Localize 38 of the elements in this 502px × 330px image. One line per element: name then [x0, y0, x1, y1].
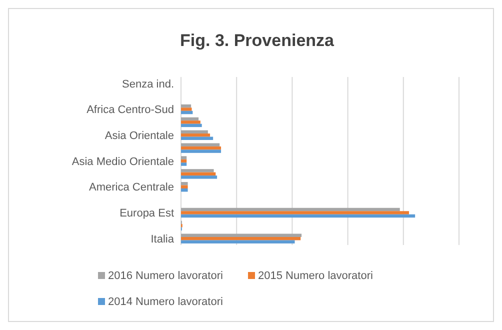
bar: [181, 124, 202, 128]
bar: [181, 185, 188, 188]
y-tick-label: Asia Orientale: [104, 130, 174, 142]
bar: [181, 169, 214, 172]
bar: [181, 130, 208, 134]
bar: [181, 236, 301, 240]
bar: [181, 143, 220, 146]
chart-title: Fig. 3. Provenienza: [180, 31, 335, 50]
bar: [181, 146, 222, 150]
y-tick-label: Senza ind.: [122, 78, 174, 90]
bar: [181, 134, 210, 137]
y-tick-label: America Centrale: [89, 182, 174, 194]
y-tick-label: Europa Est: [120, 208, 174, 220]
bar: [181, 104, 192, 108]
bar: [181, 240, 295, 244]
bar: [181, 150, 222, 153]
y-tick-label: Italia: [150, 233, 175, 246]
bar: [181, 214, 416, 218]
bar: [181, 136, 214, 140]
bar: [181, 188, 188, 192]
bar: [181, 234, 302, 237]
bar: [181, 108, 192, 111]
bar: [181, 120, 200, 124]
bar: [181, 162, 187, 166]
bar: [181, 117, 199, 121]
bar: [181, 172, 216, 176]
bar: [181, 182, 188, 186]
bar: [181, 159, 187, 163]
bar: [181, 211, 409, 214]
bar: [181, 208, 400, 212]
legend-label: 2015 Numero lavoratori: [258, 270, 373, 282]
legend-label: 2016 Numero lavoratori: [108, 270, 223, 282]
bar: [181, 156, 187, 160]
y-tick-label: Asia Medio Orientale: [72, 156, 174, 168]
bar: [181, 176, 218, 179]
bar: [181, 110, 193, 114]
legend-label: 2014 Numero lavoratori: [108, 296, 223, 308]
y-tick-label: Africa Centro-Sud: [86, 104, 174, 116]
